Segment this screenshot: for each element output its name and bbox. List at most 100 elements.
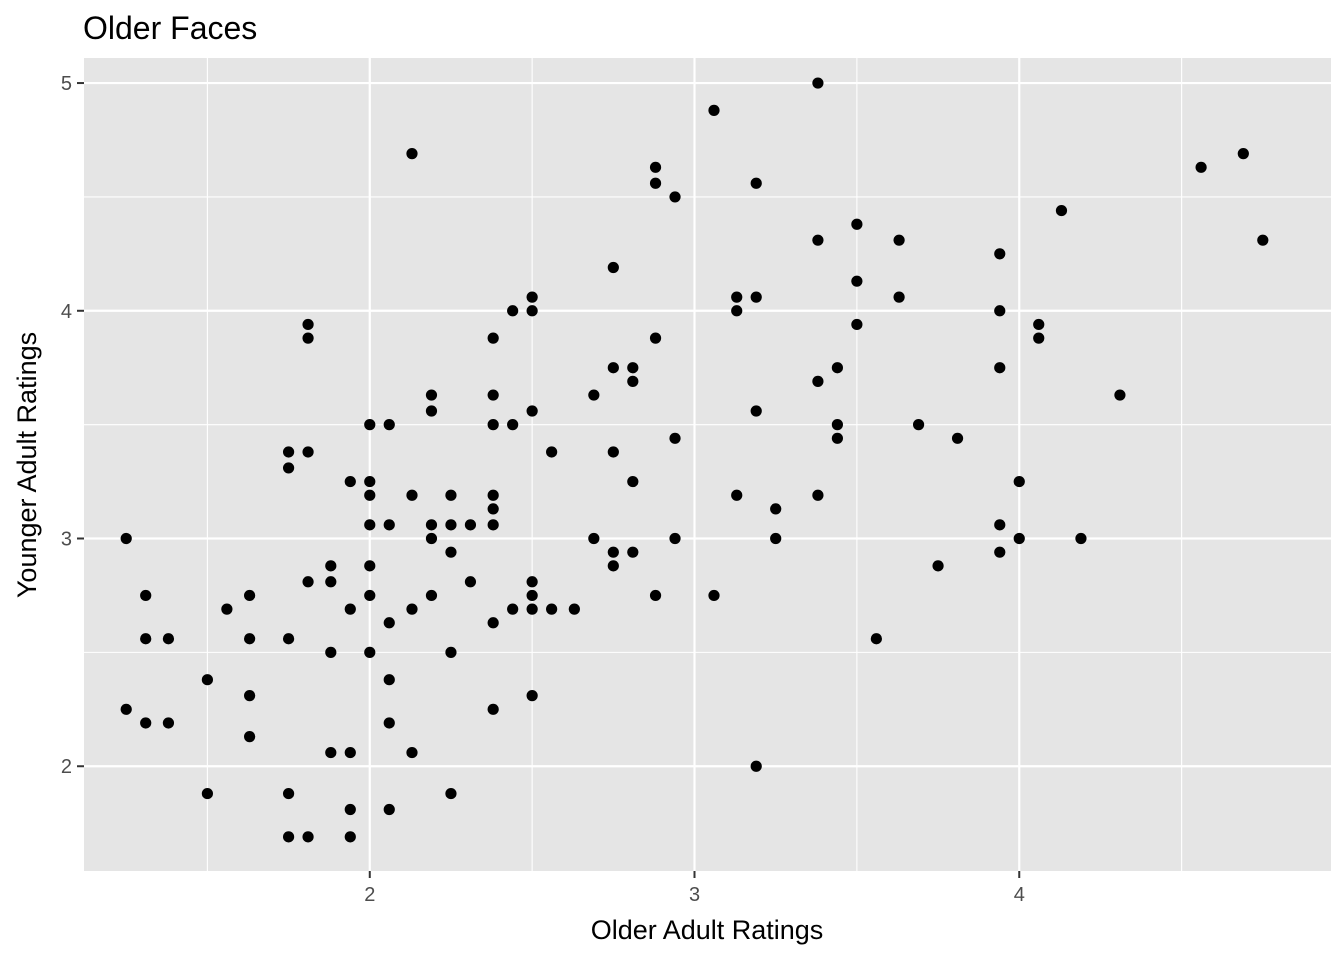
x-axis-title: Older Adult Ratings xyxy=(591,915,824,945)
y-tick-label: 5 xyxy=(61,73,72,95)
data-point xyxy=(627,375,639,387)
data-point xyxy=(1237,148,1249,160)
data-point xyxy=(750,177,762,189)
data-point xyxy=(731,305,743,317)
data-point xyxy=(932,560,944,572)
data-point xyxy=(669,191,681,203)
data-point xyxy=(406,489,418,501)
data-point xyxy=(302,318,314,331)
data-point xyxy=(282,787,295,800)
data-point xyxy=(364,475,376,488)
data-point xyxy=(344,475,356,488)
data-point xyxy=(162,717,175,729)
data-point xyxy=(302,576,314,588)
data-point xyxy=(364,489,376,501)
data-point xyxy=(951,432,964,444)
x-axis: 2 3 4 xyxy=(364,871,1025,906)
data-point xyxy=(487,332,499,344)
data-point xyxy=(870,633,882,645)
data-point xyxy=(1195,161,1207,173)
data-point xyxy=(487,419,499,431)
data-point xyxy=(1075,532,1087,545)
data-point xyxy=(140,589,152,602)
data-point xyxy=(627,362,639,374)
data-point xyxy=(487,503,499,515)
data-point xyxy=(344,803,356,816)
y-axis-title: Younger Adult Ratings xyxy=(12,332,42,598)
data-point xyxy=(344,831,356,843)
data-point xyxy=(120,532,132,545)
data-point xyxy=(445,787,457,800)
data-point xyxy=(812,489,824,501)
data-point xyxy=(282,446,295,458)
minor-gridlines xyxy=(84,58,1331,871)
data-point xyxy=(406,148,418,160)
y-tick-label: 3 xyxy=(61,529,72,551)
data-point xyxy=(607,446,619,458)
data-point xyxy=(526,603,538,615)
x-tick-label: 3 xyxy=(689,884,700,906)
data-point xyxy=(1257,234,1269,246)
data-point xyxy=(487,489,499,501)
data-point xyxy=(526,405,538,417)
data-point xyxy=(750,760,762,772)
data-point xyxy=(383,617,395,629)
data-point xyxy=(1114,389,1126,401)
data-point xyxy=(526,690,538,702)
data-point xyxy=(364,519,376,531)
data-point xyxy=(282,831,295,843)
data-point xyxy=(546,446,558,458)
data-point xyxy=(649,161,662,173)
data-point xyxy=(912,419,925,431)
data-point xyxy=(1013,532,1025,545)
data-point xyxy=(588,532,600,545)
data-point xyxy=(464,576,477,588)
data-point xyxy=(282,462,295,474)
data-point xyxy=(406,603,418,615)
data-point xyxy=(364,589,376,602)
data-point xyxy=(851,318,863,331)
data-point xyxy=(812,234,824,246)
data-point xyxy=(507,305,519,317)
data-point xyxy=(425,389,438,401)
y-tick-label: 4 xyxy=(61,301,72,323)
data-point xyxy=(344,603,356,615)
data-point xyxy=(487,617,499,629)
data-point xyxy=(162,633,175,645)
data-point xyxy=(344,746,356,759)
data-point xyxy=(607,362,619,374)
data-point xyxy=(893,234,905,246)
data-point xyxy=(1033,318,1045,331)
data-point xyxy=(120,703,132,715)
data-point xyxy=(445,646,457,658)
data-point xyxy=(994,362,1006,374)
data-point xyxy=(812,375,824,387)
data-point xyxy=(994,248,1006,260)
data-point xyxy=(526,576,538,588)
chart-title: Older Faces xyxy=(83,10,257,46)
data-point xyxy=(607,560,619,572)
data-point xyxy=(994,519,1006,531)
data-point xyxy=(325,576,337,588)
data-point xyxy=(425,405,438,417)
data-point xyxy=(1033,332,1045,344)
data-point xyxy=(607,261,619,274)
data-point xyxy=(831,419,843,431)
data-point xyxy=(244,633,256,645)
data-point xyxy=(507,419,519,431)
data-point xyxy=(464,519,477,531)
data-point xyxy=(708,104,720,116)
data-point xyxy=(831,362,843,374)
data-point xyxy=(302,831,314,843)
data-point xyxy=(607,546,619,558)
data-point xyxy=(383,519,395,531)
data-point xyxy=(140,717,152,729)
data-point xyxy=(851,275,863,287)
data-point xyxy=(445,489,457,501)
data-point xyxy=(994,546,1006,558)
data-point xyxy=(383,419,395,431)
data-point xyxy=(750,291,762,303)
data-point xyxy=(546,603,558,615)
data-point xyxy=(302,332,314,344)
